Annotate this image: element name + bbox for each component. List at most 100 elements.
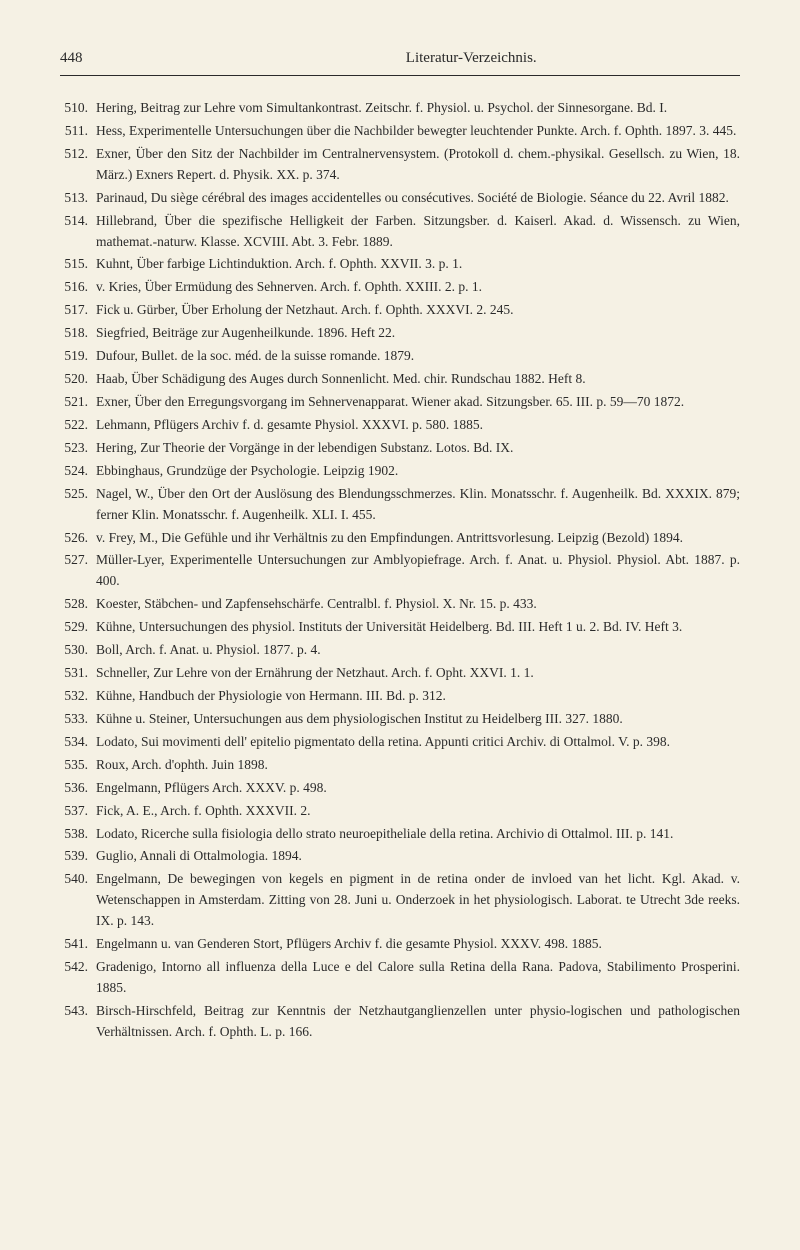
entry-number: 523. (60, 438, 96, 459)
entry-number: 516. (60, 277, 96, 298)
entry-number: 519. (60, 346, 96, 367)
bibliography-entry: 510.Hering, Beitrag zur Lehre vom Simult… (60, 98, 740, 119)
entry-text: Haab, Über Schädigung des Auges durch So… (96, 369, 740, 390)
entry-number: 517. (60, 300, 96, 321)
entry-text: Guglio, Annali di Ottalmologia. 1894. (96, 846, 740, 867)
bibliography-entry: 542.Gradenigo, Intorno all influenza del… (60, 957, 740, 999)
entry-text: Exner, Über den Erregungsvorgang im Sehn… (96, 392, 740, 413)
entry-number: 511. (60, 121, 96, 142)
bibliography-entry: 528.Koester, Stäbchen- und Zapfensehschä… (60, 594, 740, 615)
entry-text: Lodato, Sui movimenti dell' epitelio pig… (96, 732, 740, 753)
entry-number: 536. (60, 778, 96, 799)
entry-number: 542. (60, 957, 96, 999)
entry-number: 540. (60, 869, 96, 932)
bibliography-entry: 517.Fick u. Gürber, Über Erholung der Ne… (60, 300, 740, 321)
bibliography-entry: 533.Kühne u. Steiner, Untersuchungen aus… (60, 709, 740, 730)
entry-text: Engelmann u. van Genderen Stort, Pflüger… (96, 934, 740, 955)
entry-text: Kühne, Handbuch der Physiologie von Herm… (96, 686, 740, 707)
page-title: Literatur-Verzeichnis. (83, 50, 741, 67)
entry-text: Koester, Stäbchen- und Zapfensehschärfe.… (96, 594, 740, 615)
entry-number: 535. (60, 755, 96, 776)
bibliography-entry: 540.Engelmann, De bewegingen von kegels … (60, 869, 740, 932)
entry-text: Engelmann, De bewegingen von kegels en p… (96, 869, 740, 932)
entry-number: 512. (60, 144, 96, 186)
page-header: 448 Literatur-Verzeichnis. (60, 50, 740, 67)
entry-text: Boll, Arch. f. Anat. u. Physiol. 1877. p… (96, 640, 740, 661)
bibliography-entry: 512.Exner, Über den Sitz der Nachbilder … (60, 144, 740, 186)
entry-text: Hering, Beitrag zur Lehre vom Simultanko… (96, 98, 740, 119)
entry-text: Fick u. Gürber, Über Erholung der Netzha… (96, 300, 740, 321)
entry-text: Siegfried, Beiträge zur Augenheilkunde. … (96, 323, 740, 344)
entry-number: 530. (60, 640, 96, 661)
bibliography-entry: 523.Hering, Zur Theorie der Vorgänge in … (60, 438, 740, 459)
entry-text: Kuhnt, Über farbige Lichtinduktion. Arch… (96, 254, 740, 275)
entry-number: 518. (60, 323, 96, 344)
entry-text: Fick, A. E., Arch. f. Ophth. XXXVII. 2. (96, 801, 740, 822)
bibliography-entry: 543.Birsch-Hirschfeld, Beitrag zur Kennt… (60, 1001, 740, 1043)
bibliography-entry: 538.Lodato, Ricerche sulla fisiologia de… (60, 824, 740, 845)
entry-text: Parinaud, Du siège cérébral des images a… (96, 188, 740, 209)
entry-number: 510. (60, 98, 96, 119)
entry-number: 525. (60, 484, 96, 526)
bibliography-entry: 513.Parinaud, Du siège cérébral des imag… (60, 188, 740, 209)
entry-text: Schneller, Zur Lehre von der Ernährung d… (96, 663, 740, 684)
bibliography-entry: 521.Exner, Über den Erregungsvorgang im … (60, 392, 740, 413)
entry-number: 528. (60, 594, 96, 615)
bibliography-entry: 514.Hillebrand, Über die spezifische Hel… (60, 211, 740, 253)
entry-number: 522. (60, 415, 96, 436)
bibliography-entry: 511.Hess, Experimentelle Untersuchungen … (60, 121, 740, 142)
entry-number: 513. (60, 188, 96, 209)
bibliography-entries: 510.Hering, Beitrag zur Lehre vom Simult… (60, 98, 740, 1043)
bibliography-entry: 522.Lehmann, Pflügers Archiv f. d. gesam… (60, 415, 740, 436)
entry-text: Lehmann, Pflügers Archiv f. d. gesamte P… (96, 415, 740, 436)
bibliography-entry: 530.Boll, Arch. f. Anat. u. Physiol. 187… (60, 640, 740, 661)
bibliography-entry: 537.Fick, A. E., Arch. f. Ophth. XXXVII.… (60, 801, 740, 822)
bibliography-entry: 541.Engelmann u. van Genderen Stort, Pfl… (60, 934, 740, 955)
entry-text: Hering, Zur Theorie der Vorgänge in der … (96, 438, 740, 459)
bibliography-entry: 535.Roux, Arch. d'ophth. Juin 1898. (60, 755, 740, 776)
entry-text: Lodato, Ricerche sulla fisiologia dello … (96, 824, 740, 845)
bibliography-entry: 524.Ebbinghaus, Grundzüge der Psychologi… (60, 461, 740, 482)
entry-number: 534. (60, 732, 96, 753)
bibliography-entry: 515.Kuhnt, Über farbige Lichtinduktion. … (60, 254, 740, 275)
entry-text: Müller-Lyer, Experimentelle Untersuchung… (96, 550, 740, 592)
entry-text: Engelmann, Pflügers Arch. XXXV. p. 498. (96, 778, 740, 799)
entry-number: 527. (60, 550, 96, 592)
entry-number: 538. (60, 824, 96, 845)
bibliography-entry: 520.Haab, Über Schädigung des Auges durc… (60, 369, 740, 390)
bibliography-entry: 536.Engelmann, Pflügers Arch. XXXV. p. 4… (60, 778, 740, 799)
entry-text: Gradenigo, Intorno all influenza della L… (96, 957, 740, 999)
entry-text: Kühne u. Steiner, Untersuchungen aus dem… (96, 709, 740, 730)
bibliography-entry: 527.Müller-Lyer, Experimentelle Untersuc… (60, 550, 740, 592)
page-number: 448 (60, 50, 83, 67)
entry-number: 514. (60, 211, 96, 253)
bibliography-entry: 519.Dufour, Bullet. de la soc. méd. de l… (60, 346, 740, 367)
entry-text: Birsch-Hirschfeld, Beitrag zur Kenntnis … (96, 1001, 740, 1043)
entry-text: Kühne, Untersuchungen des physiol. Insti… (96, 617, 740, 638)
bibliography-entry: 534.Lodato, Sui movimenti dell' epitelio… (60, 732, 740, 753)
entry-number: 541. (60, 934, 96, 955)
bibliography-entry: 516.v. Kries, Über Ermüdung des Sehnerve… (60, 277, 740, 298)
header-rule (60, 75, 740, 76)
entry-text: Ebbinghaus, Grundzüge der Psychologie. L… (96, 461, 740, 482)
entry-text: Dufour, Bullet. de la soc. méd. de la su… (96, 346, 740, 367)
entry-text: Exner, Über den Sitz der Nachbilder im C… (96, 144, 740, 186)
entry-text: v. Kries, Über Ermüdung des Sehnerven. A… (96, 277, 740, 298)
entry-text: Nagel, W., Über den Ort der Auslösung de… (96, 484, 740, 526)
entry-number: 526. (60, 528, 96, 549)
bibliography-entry: 539.Guglio, Annali di Ottalmologia. 1894… (60, 846, 740, 867)
entry-number: 537. (60, 801, 96, 822)
bibliography-entry: 529.Kühne, Untersuchungen des physiol. I… (60, 617, 740, 638)
entry-number: 532. (60, 686, 96, 707)
entry-number: 531. (60, 663, 96, 684)
entry-number: 539. (60, 846, 96, 867)
entry-text: Roux, Arch. d'ophth. Juin 1898. (96, 755, 740, 776)
bibliography-entry: 525.Nagel, W., Über den Ort der Auslösun… (60, 484, 740, 526)
entry-number: 533. (60, 709, 96, 730)
entry-number: 520. (60, 369, 96, 390)
entry-number: 521. (60, 392, 96, 413)
entry-number: 515. (60, 254, 96, 275)
bibliography-entry: 531.Schneller, Zur Lehre von der Ernähru… (60, 663, 740, 684)
bibliography-entry: 526.v. Frey, M., Die Gefühle und ihr Ver… (60, 528, 740, 549)
entry-number: 543. (60, 1001, 96, 1043)
